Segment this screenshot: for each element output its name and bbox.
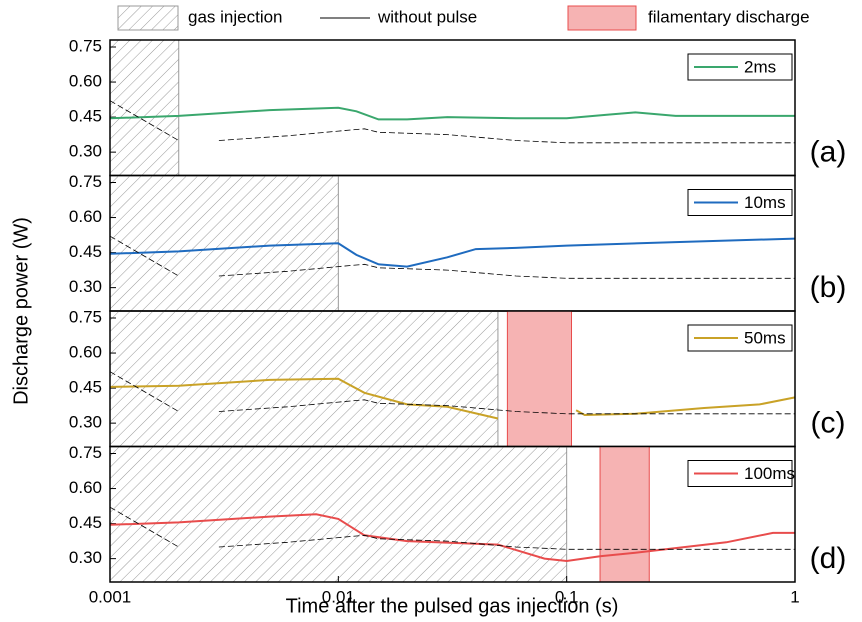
y-tick-label: 0.45 <box>69 378 102 397</box>
legend-label: without pulse <box>377 7 477 26</box>
gas-injection-region <box>109 175 339 312</box>
y-tick-label: 0.60 <box>69 72 102 91</box>
y-tick-label: 0.75 <box>69 443 102 462</box>
y-tick-label: 0.60 <box>69 207 102 226</box>
x-tick-label: 1 <box>790 587 799 606</box>
y-tick-label: 0.30 <box>69 277 102 296</box>
y-tick-label: 0.30 <box>69 413 102 432</box>
series-line <box>109 377 796 420</box>
series-line <box>109 106 795 121</box>
x-tick-label: 0.1 <box>555 587 579 606</box>
y-axis-title: Discharge power (W) <box>10 217 32 405</box>
legend-label: 2ms <box>744 57 776 76</box>
series-line <box>109 371 795 415</box>
y-tick-label: 0.30 <box>69 142 102 161</box>
x-tick-label: 0.01 <box>322 587 355 606</box>
legend-label: gas injection <box>188 7 283 26</box>
legend-label: 50ms <box>744 328 786 347</box>
series-line <box>109 100 795 144</box>
legend-fill-swatch <box>567 5 637 31</box>
series-line <box>109 506 795 550</box>
y-tick-label: 0.75 <box>69 307 102 326</box>
legend-hatch-swatch <box>117 5 179 31</box>
panel-label: (a) <box>810 135 847 168</box>
y-tick-label: 0.45 <box>69 513 102 532</box>
y-tick-label: 0.60 <box>69 343 102 362</box>
y-tick-label: 0.75 <box>69 36 102 55</box>
series-line <box>109 237 796 268</box>
filament-region <box>599 446 650 583</box>
panel-frame <box>109 445 796 583</box>
gas-injection-region <box>109 446 568 583</box>
x-axis-title: Time after the pulsed gas injection (s) <box>286 595 619 617</box>
filament-region <box>506 310 573 447</box>
legend-label: 10ms <box>744 193 786 212</box>
x-tick-label: 0.001 <box>89 587 132 606</box>
gas-injection-region <box>109 39 180 176</box>
series-line <box>109 235 795 279</box>
y-tick-label: 0.45 <box>69 242 102 261</box>
panel-label: (c) <box>811 406 846 439</box>
y-tick-label: 0.75 <box>69 172 102 191</box>
panel-label: (b) <box>810 271 847 304</box>
series-line <box>109 513 795 563</box>
y-tick-label: 0.30 <box>69 548 102 567</box>
panel-label: (d) <box>810 542 847 575</box>
legend-label: 100ms <box>744 464 795 483</box>
y-tick-label: 0.60 <box>69 478 102 497</box>
legend-label: filamentary discharge <box>648 7 810 26</box>
y-tick-label: 0.45 <box>69 107 102 126</box>
